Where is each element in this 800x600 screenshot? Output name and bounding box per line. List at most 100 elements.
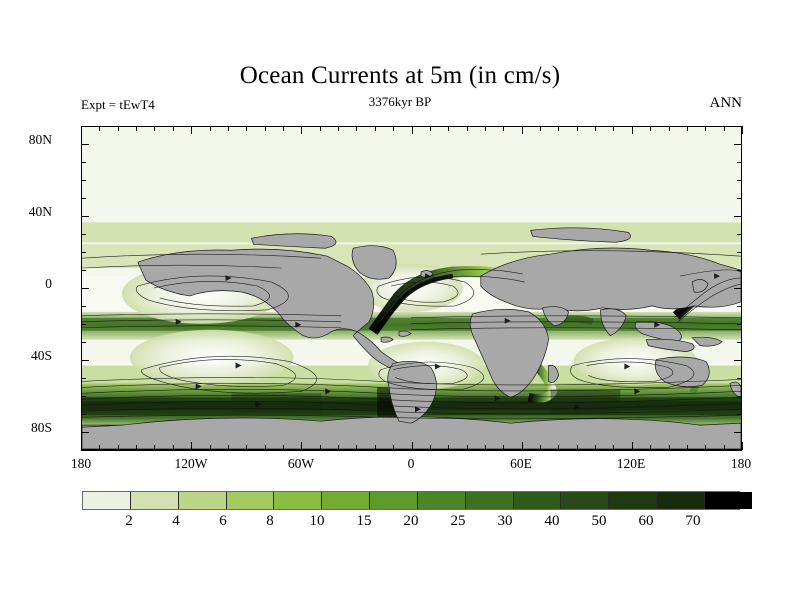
x-minor-tick [154,445,156,450]
x-minor-tick [172,445,174,450]
x-minor-tick [209,126,211,131]
colorbar-tick-label: 2 [125,513,133,529]
x-minor-tick [540,445,542,450]
colorbar-band [369,492,417,509]
y-major-tick [81,144,89,145]
x-major-tick [301,126,303,134]
y-minor-tick [81,180,86,181]
colorbar-tick-label: 10 [309,513,325,529]
x-minor-tick [117,445,119,450]
colorbar [82,491,752,510]
y-minor-tick [737,198,742,199]
x-major-tick [411,126,413,134]
x-minor-tick [356,445,358,450]
x-minor-tick [393,126,395,131]
x-minor-tick [99,126,101,131]
x-minor-tick [705,445,707,450]
x-tick-label-120w: 120W [174,456,208,471]
x-minor-tick [686,126,688,131]
y-tick-label-40s: 40S [30,348,52,363]
x-minor-tick [723,126,725,131]
x-tick-label-0: 0 [407,456,415,471]
colorbar-band [464,492,513,509]
colorbar-tick-label: 30 [497,513,513,529]
colorbar-band [512,492,561,509]
x-minor-tick [650,445,652,450]
x-major-tick [631,442,633,450]
colorbar-band [656,492,704,509]
y-minor-tick [737,378,742,379]
x-minor-tick [227,126,229,131]
x-minor-tick [356,126,358,131]
colorbar-tick-label: 20 [403,513,419,529]
x-minor-tick [264,126,266,131]
map-plot-area [81,126,742,450]
x-major-tick [81,126,82,134]
x-minor-tick [338,445,340,450]
x-tick-label-180w: 180 [70,456,92,471]
y-tick-label-0: 0 [45,276,52,291]
y-minor-tick [737,234,742,235]
colorbar-tick-label: 6 [219,513,227,529]
colorbar-band [608,492,657,509]
x-minor-tick [264,445,266,450]
y-minor-tick [737,414,742,415]
colorbar-tick-label: 40 [544,513,560,529]
x-minor-tick [448,126,450,131]
x-minor-tick [117,126,119,131]
x-minor-tick [613,445,615,450]
x-minor-tick [613,126,615,131]
y-minor-tick [81,324,86,325]
colorbar-tick-label: 25 [450,513,466,529]
y-major-tick [734,216,742,217]
y-minor-tick [737,126,742,127]
y-major-tick [81,288,89,289]
x-major-tick [742,442,743,450]
colorbar-tick-label: 4 [172,513,180,529]
x-minor-tick [466,445,468,450]
x-major-tick [521,126,523,134]
y-minor-tick [81,234,86,235]
x-minor-tick [576,445,578,450]
y-minor-tick [737,342,742,343]
y-minor-tick [81,396,86,397]
y-minor-tick [81,414,86,415]
y-major-tick [81,432,89,433]
x-minor-tick [374,445,376,450]
colorbar-tick-label: 15 [356,513,372,529]
x-minor-tick [448,445,450,450]
x-minor-tick [282,445,284,450]
colorbar-band [416,492,465,509]
y-minor-tick [81,270,86,271]
y-tick-label-80n: 80N [28,132,52,147]
y-minor-tick [737,270,742,271]
colorbar-band [703,492,752,509]
x-minor-tick [558,445,560,450]
season-label: ANN [709,95,743,111]
colorbar-band [83,492,130,509]
x-minor-tick [246,445,248,450]
x-minor-tick [484,126,486,131]
y-minor-tick [81,252,86,253]
y-minor-tick [737,180,742,181]
x-tick-label-60w: 60W [287,456,315,471]
y-major-tick [734,288,742,289]
y-minor-tick [737,324,742,325]
x-minor-tick [338,126,340,131]
x-tick-label-180e: 180 [730,456,752,471]
y-minor-tick [81,126,86,127]
y-major-tick [734,360,742,361]
y-minor-tick [81,450,86,451]
x-minor-tick [319,126,321,131]
colorbar-band [177,492,226,509]
x-minor-tick [484,445,486,450]
colorbar-band [129,492,178,509]
y-minor-tick [81,306,86,307]
x-minor-tick [723,445,725,450]
y-minor-tick [737,252,742,253]
x-major-tick [301,442,303,450]
x-minor-tick [668,445,670,450]
x-minor-tick [429,126,431,131]
x-minor-tick [393,445,395,450]
